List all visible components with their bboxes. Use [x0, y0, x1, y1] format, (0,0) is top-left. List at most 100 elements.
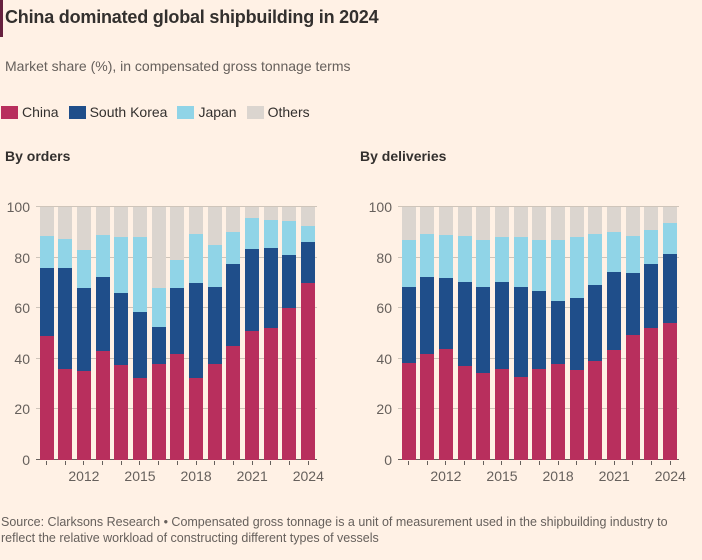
- x-axis-tick: [189, 461, 203, 465]
- bar-segment-china: [207, 363, 222, 460]
- bar-segment-japan: [476, 239, 491, 287]
- bar-stack-2014: [114, 207, 129, 460]
- plot-area: 0 20 40 60 80 100 2012 2015 2018 2021 2024: [369, 199, 686, 484]
- bar-stack-2022: [625, 207, 640, 460]
- bar-segment-others: [457, 207, 472, 237]
- bar-segment-others: [588, 207, 603, 234]
- bar-segment-china: [438, 348, 453, 460]
- bar-segment-china: [245, 330, 260, 460]
- bar-segment-japan: [39, 236, 54, 268]
- bar-segment-south-korea: [551, 300, 565, 364]
- bar-segment-others: [207, 207, 222, 245]
- x-axis-tick: [133, 461, 147, 465]
- bar-segment-japan: [226, 232, 241, 264]
- bar-segment-others: [494, 207, 509, 238]
- x-axis-ticks: [36, 461, 317, 465]
- bar-segment-china: [663, 323, 678, 460]
- y-axis-label: 20: [14, 401, 30, 418]
- bar-segment-south-korea: [588, 285, 603, 362]
- bar-segment-south-korea: [401, 286, 416, 363]
- bar-stack-2018: [189, 207, 203, 460]
- bar-segment-china: [39, 336, 54, 460]
- bar-segment-china: [95, 351, 110, 460]
- bar-segment-others: [625, 207, 640, 237]
- bar-segment-south-korea: [114, 293, 129, 366]
- bar-segment-china: [551, 363, 565, 460]
- bar-segment-others: [263, 207, 278, 220]
- bar-stack-2014: [476, 207, 491, 460]
- bar-segment-japan: [569, 237, 584, 299]
- bar-stack-2023: [282, 207, 297, 460]
- bar-segment-south-korea: [569, 298, 584, 371]
- legend-item: South Korea: [68, 104, 167, 120]
- x-axis-tick: [626, 461, 640, 465]
- x-axis-tick: [77, 461, 91, 465]
- y-axis-label: 0: [384, 452, 392, 468]
- x-axis-tick: [663, 461, 677, 465]
- bar-segment-japan: [207, 244, 222, 287]
- x-axis-label: 2021: [236, 468, 268, 484]
- x-axis-label: 2015: [124, 468, 156, 484]
- bar-segment-others: [114, 207, 129, 238]
- x-axis-tick: [402, 461, 416, 465]
- x-axis-tick: [301, 461, 315, 465]
- bar-segment-japan: [532, 239, 547, 291]
- legend-swatch: [177, 105, 195, 119]
- bar-segment-japan: [588, 233, 603, 286]
- bar-segment-south-korea: [245, 248, 260, 331]
- x-axis-tick: [514, 461, 528, 465]
- x-axis-tick: [152, 461, 166, 465]
- bar-segment-china: [420, 353, 435, 460]
- bar-segment-china: [263, 328, 278, 460]
- bar-segment-others: [58, 207, 73, 239]
- bar-segment-south-korea: [170, 287, 185, 354]
- bar-segment-japan: [114, 237, 129, 294]
- x-axis-tick: [58, 461, 72, 465]
- bar-segment-japan: [263, 219, 278, 248]
- bar-segment-china: [151, 363, 166, 460]
- bar-segment-others: [569, 207, 584, 238]
- bar-segment-china: [226, 346, 241, 460]
- bar-segment-china: [189, 377, 203, 460]
- gridline: [36, 206, 317, 207]
- bar-segment-south-korea: [513, 286, 528, 377]
- bar-stack-2017: [170, 207, 185, 460]
- bar-segment-china: [494, 368, 509, 460]
- bar-segment-south-korea: [132, 312, 147, 378]
- bar-segment-japan: [58, 238, 73, 268]
- bar-segment-south-korea: [207, 286, 222, 364]
- gridline: [398, 206, 679, 207]
- bar-segment-china: [588, 361, 603, 460]
- bar-segment-others: [663, 207, 678, 224]
- bar-segment-south-korea: [226, 263, 241, 347]
- bar-segment-south-korea: [420, 276, 435, 354]
- x-axis-label: 2012: [68, 468, 100, 484]
- bar-segment-others: [151, 207, 166, 288]
- bar-stack-2013: [457, 207, 472, 460]
- x-axis-tick: [570, 461, 584, 465]
- bar-segment-japan: [76, 250, 91, 288]
- bar-segment-japan: [95, 234, 110, 277]
- x-axis-tick: [114, 461, 128, 465]
- bar-segment-others: [282, 207, 297, 221]
- x-axis-label: 2024: [292, 468, 324, 484]
- bar-stack-2018: [551, 207, 565, 460]
- bar-segment-south-korea: [39, 267, 54, 337]
- bar-segment-japan: [551, 239, 565, 301]
- bar-segment-others: [132, 207, 147, 238]
- bar-segment-south-korea: [95, 276, 110, 352]
- y-axis-label: 60: [14, 300, 30, 317]
- bar-stack-2016: [513, 207, 528, 460]
- page-title: China dominated global shipbuilding in 2…: [5, 7, 379, 27]
- plot-area: 0 20 40 60 80 100 2012 2015 2018 2021 2024: [7, 199, 324, 484]
- bar-segment-south-korea: [438, 277, 453, 349]
- bar-segment-japan: [301, 226, 316, 243]
- bar-segment-japan: [170, 260, 185, 288]
- bar-stack-2012: [76, 207, 91, 460]
- bar-segment-south-korea: [189, 282, 203, 378]
- bar-stack-2022: [263, 207, 278, 460]
- bar-segment-china: [569, 370, 584, 460]
- y-axis-label: 20: [376, 401, 392, 418]
- bar-segment-others: [476, 207, 491, 240]
